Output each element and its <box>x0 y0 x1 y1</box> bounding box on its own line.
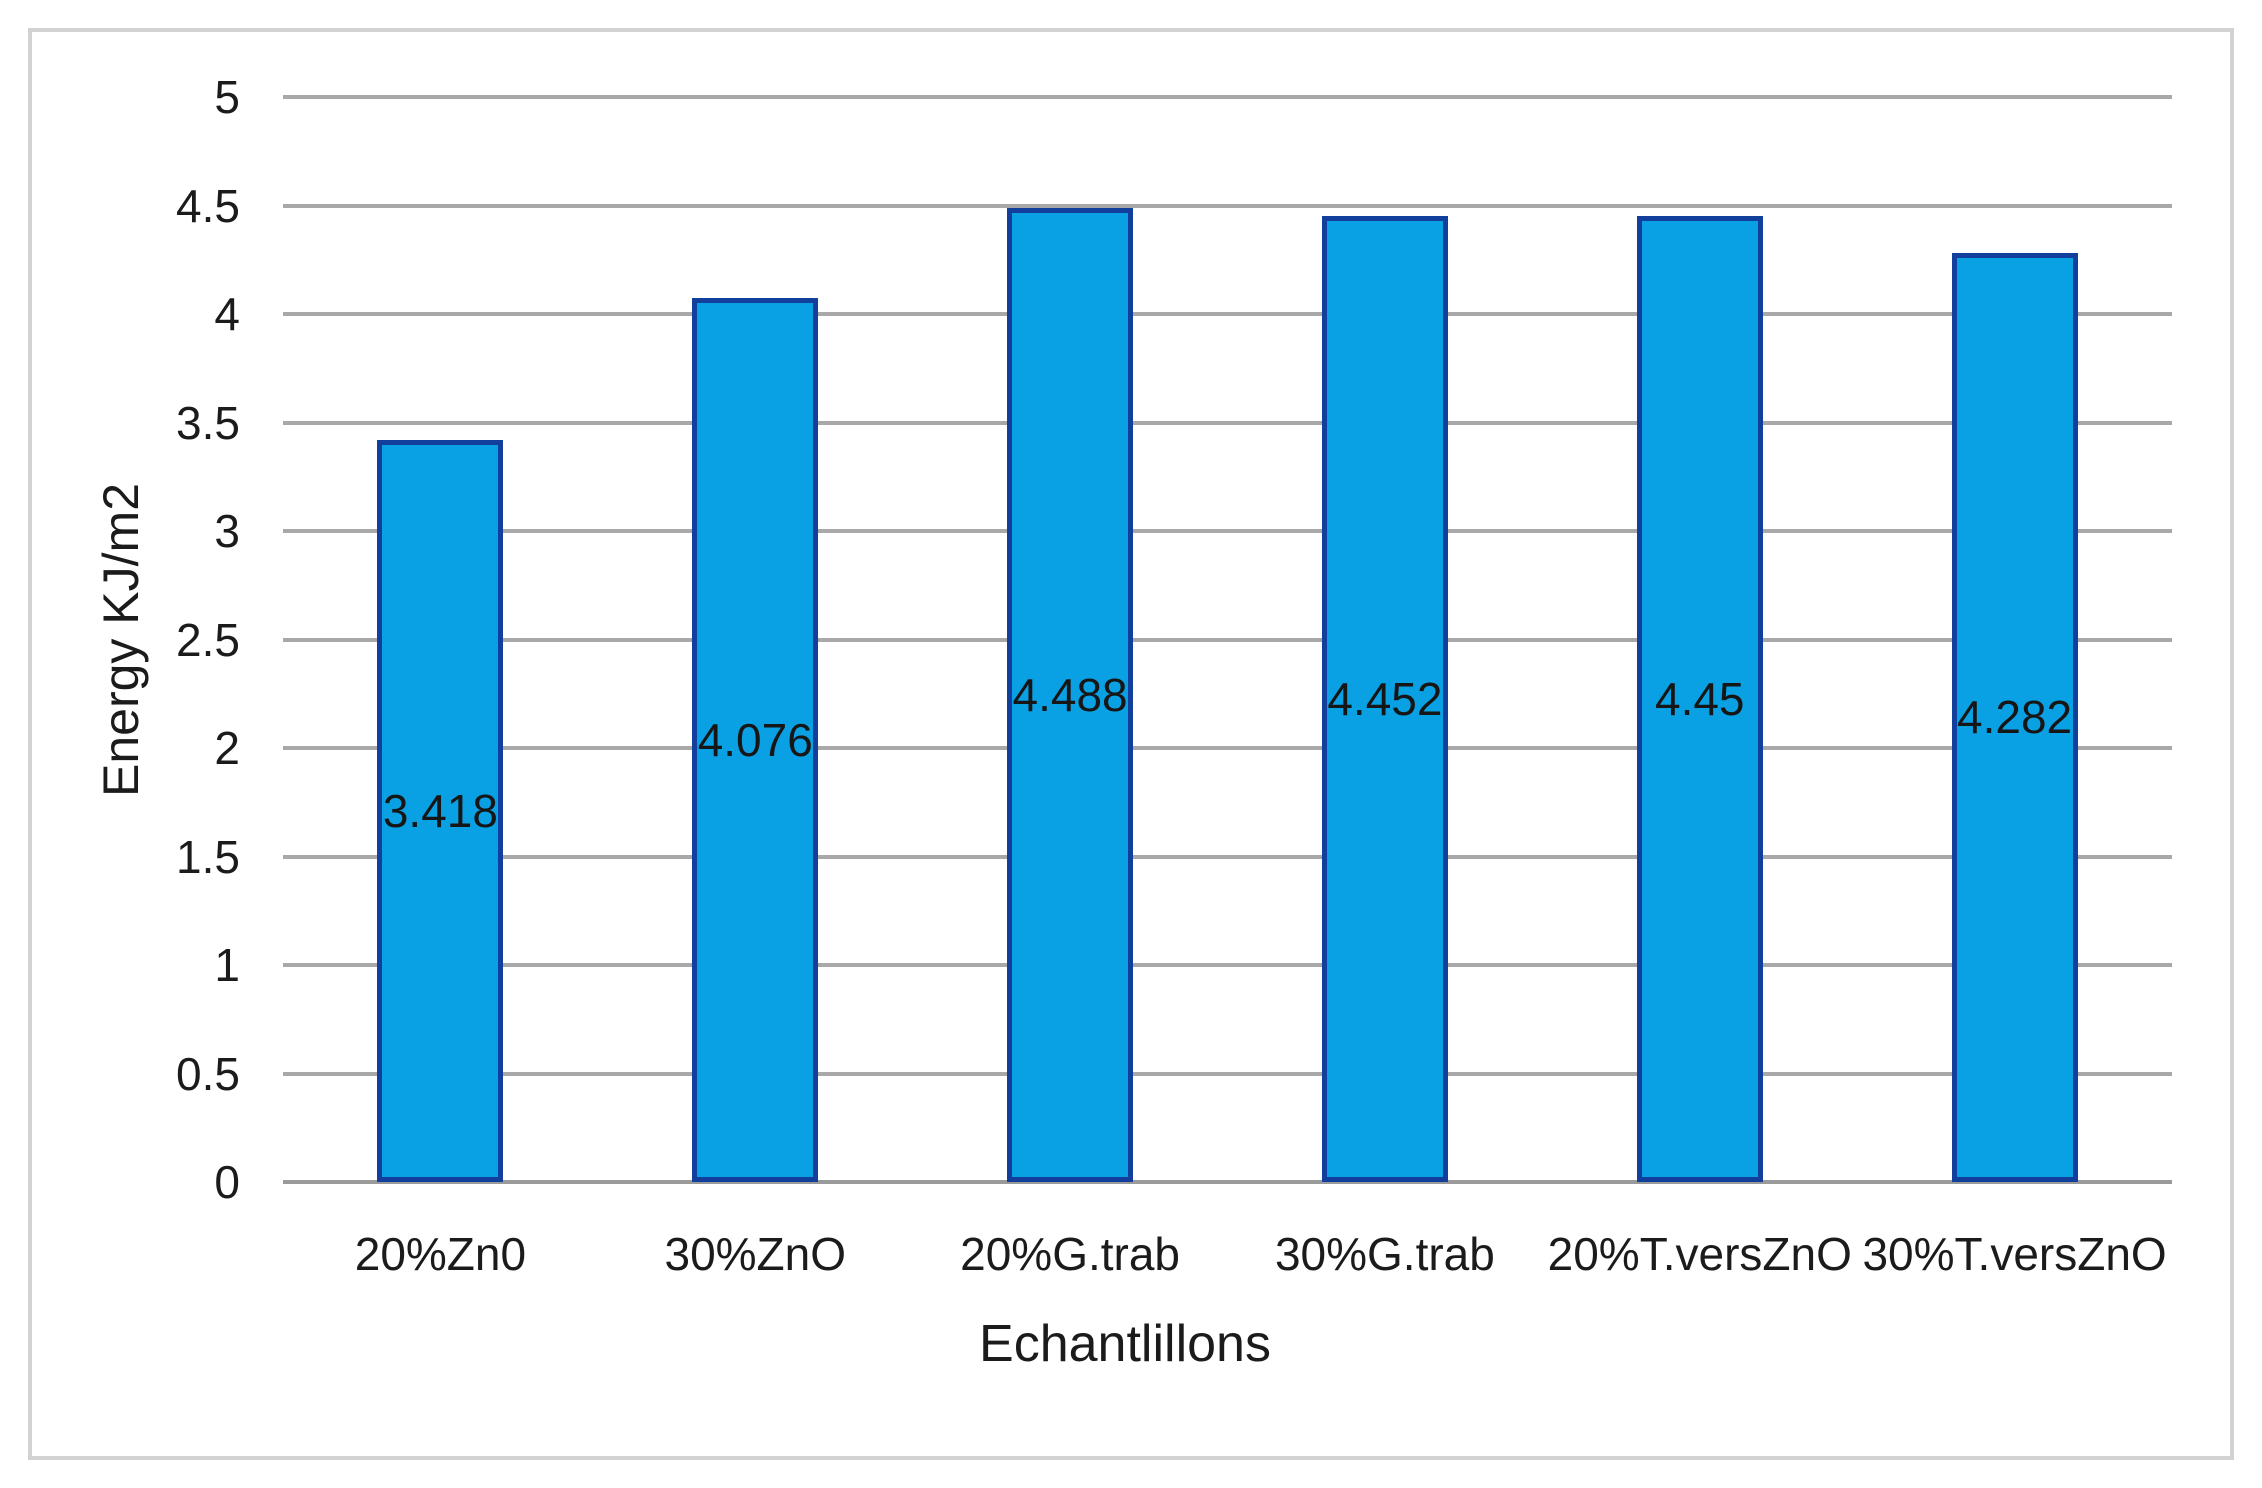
bar-value-label: 4.45 <box>1654 673 1745 726</box>
x-axis-baseline <box>283 1180 2172 1184</box>
x-category-label: 30%T.versZnO <box>1862 1228 2167 1280</box>
bar-value-label: 3.418 <box>382 785 498 838</box>
bar-value-label: 4.076 <box>697 713 813 766</box>
bar: 3.418 <box>377 440 504 1182</box>
y-tick-label: 4 <box>214 288 240 340</box>
gridline <box>283 312 2172 316</box>
gridline <box>283 203 2172 208</box>
gridline <box>283 854 2172 859</box>
chart-frame <box>28 28 2234 1460</box>
plot-area: 3.418 4.076 4.488 4.452 4.45 4.282 <box>283 95 2172 1184</box>
bar: 4.488 <box>1007 208 1134 1182</box>
gridline <box>283 1071 2172 1076</box>
x-category-label: 20%T.versZnO <box>1547 1228 1852 1280</box>
y-tick-label: 1.5 <box>176 830 240 883</box>
x-axis-title: Echantlillons <box>979 1315 1271 1373</box>
y-tick-label: 4.5 <box>176 179 240 232</box>
bar: 4.452 <box>1321 215 1448 1182</box>
gridline <box>283 963 2172 967</box>
y-tick-label: 1 <box>214 939 240 991</box>
x-category-label: 30%G.trab <box>1274 1228 1495 1280</box>
y-tick-label: 3.5 <box>176 396 240 449</box>
gridline <box>283 95 2172 99</box>
bar-value-label: 4.488 <box>1012 669 1128 722</box>
bar: 4.076 <box>692 297 819 1182</box>
gridline <box>283 637 2172 642</box>
x-category-label: 20%Zn0 <box>354 1228 527 1280</box>
y-tick-label: 2.5 <box>176 613 240 666</box>
gridline <box>283 529 2172 533</box>
bar: 4.282 <box>1951 252 2078 1182</box>
x-category-label: 30%ZnO <box>664 1228 847 1280</box>
x-category-label: 20%G.trab <box>960 1228 1181 1280</box>
y-tick-label: 3 <box>214 505 240 557</box>
gridline <box>283 420 2172 425</box>
bar: 4.45 <box>1636 216 1763 1182</box>
y-tick-label: 0.5 <box>176 1047 240 1100</box>
y-tick-label: 0 <box>214 1156 240 1208</box>
gridline <box>283 746 2172 750</box>
bar-value-label: 4.282 <box>1957 691 2073 744</box>
y-tick-label: 5 <box>214 71 240 123</box>
bar-value-label: 4.452 <box>1327 672 1443 725</box>
y-tick-label: 2 <box>214 722 240 774</box>
